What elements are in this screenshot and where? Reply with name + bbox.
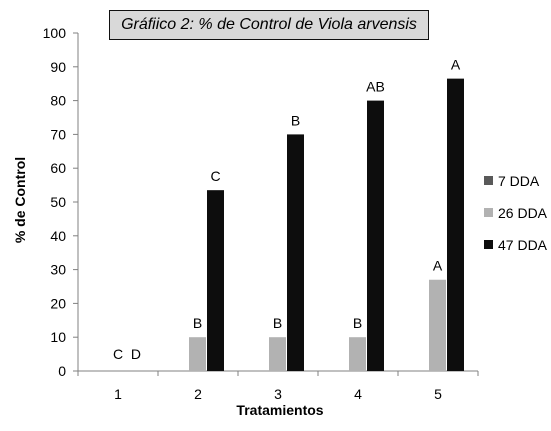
x-tick-label: 2 <box>194 386 202 402</box>
legend: 7 DDA 26 DDA 47 DDA <box>484 173 548 253</box>
data-label: B <box>193 315 202 331</box>
x-axis-title: Tratamientos <box>236 402 324 418</box>
legend-swatch <box>484 176 493 185</box>
chart-title: Gráfiico 2: % de Control de Viola arvens… <box>109 10 429 40</box>
y-tick-label: 20 <box>50 295 66 311</box>
y-tick-label: 40 <box>50 228 66 244</box>
data-label: A <box>433 258 443 274</box>
data-labels: C D B C B B B AB A A <box>113 57 461 362</box>
y-tick-label: 70 <box>50 126 66 142</box>
legend-swatch <box>484 240 493 249</box>
y-tick-label: 0 <box>58 363 66 379</box>
y-tick-label: 80 <box>50 93 66 109</box>
y-axis-title: % de Control <box>12 156 28 244</box>
legend-swatch <box>484 208 493 217</box>
bar <box>367 100 384 371</box>
data-label: B <box>273 315 282 331</box>
bars <box>189 78 464 371</box>
bar <box>189 337 206 371</box>
data-label: B <box>291 112 300 128</box>
y-tick-label: 90 <box>50 59 66 75</box>
x-tick-label: 1 <box>114 386 122 402</box>
y-tick-label: 30 <box>50 262 66 278</box>
y-tick-label: 60 <box>50 160 66 176</box>
x-tick-label: 3 <box>274 386 282 402</box>
legend-label: 7 DDA <box>498 173 540 189</box>
data-label: C <box>210 168 220 184</box>
chart-title-species: Viola arvensis <box>317 16 417 33</box>
bar <box>207 190 224 371</box>
axes <box>73 32 479 376</box>
bar <box>269 337 286 371</box>
data-label: A <box>451 57 461 73</box>
legend-label: 47 DDA <box>498 237 548 253</box>
x-tick-label: 4 <box>354 386 362 402</box>
data-label: B <box>353 315 362 331</box>
legend-label: 26 DDA <box>498 205 548 221</box>
chart-title-text: Gráfiico 2: % de Control de <box>121 16 318 33</box>
y-tick-label: 10 <box>50 329 66 345</box>
x-tick-labels: 1 2 3 4 5 <box>114 386 442 402</box>
x-tick-label: 5 <box>434 386 442 402</box>
y-tick-labels: 0 10 20 30 40 50 60 70 80 90 100 <box>43 25 67 379</box>
bar <box>447 78 464 371</box>
y-tick-label: 100 <box>43 25 67 41</box>
y-tick-label: 50 <box>50 194 66 210</box>
data-label: C D <box>113 346 141 362</box>
data-label: AB <box>366 79 385 95</box>
bar <box>287 134 304 371</box>
bar <box>349 337 366 371</box>
bar <box>429 279 446 371</box>
